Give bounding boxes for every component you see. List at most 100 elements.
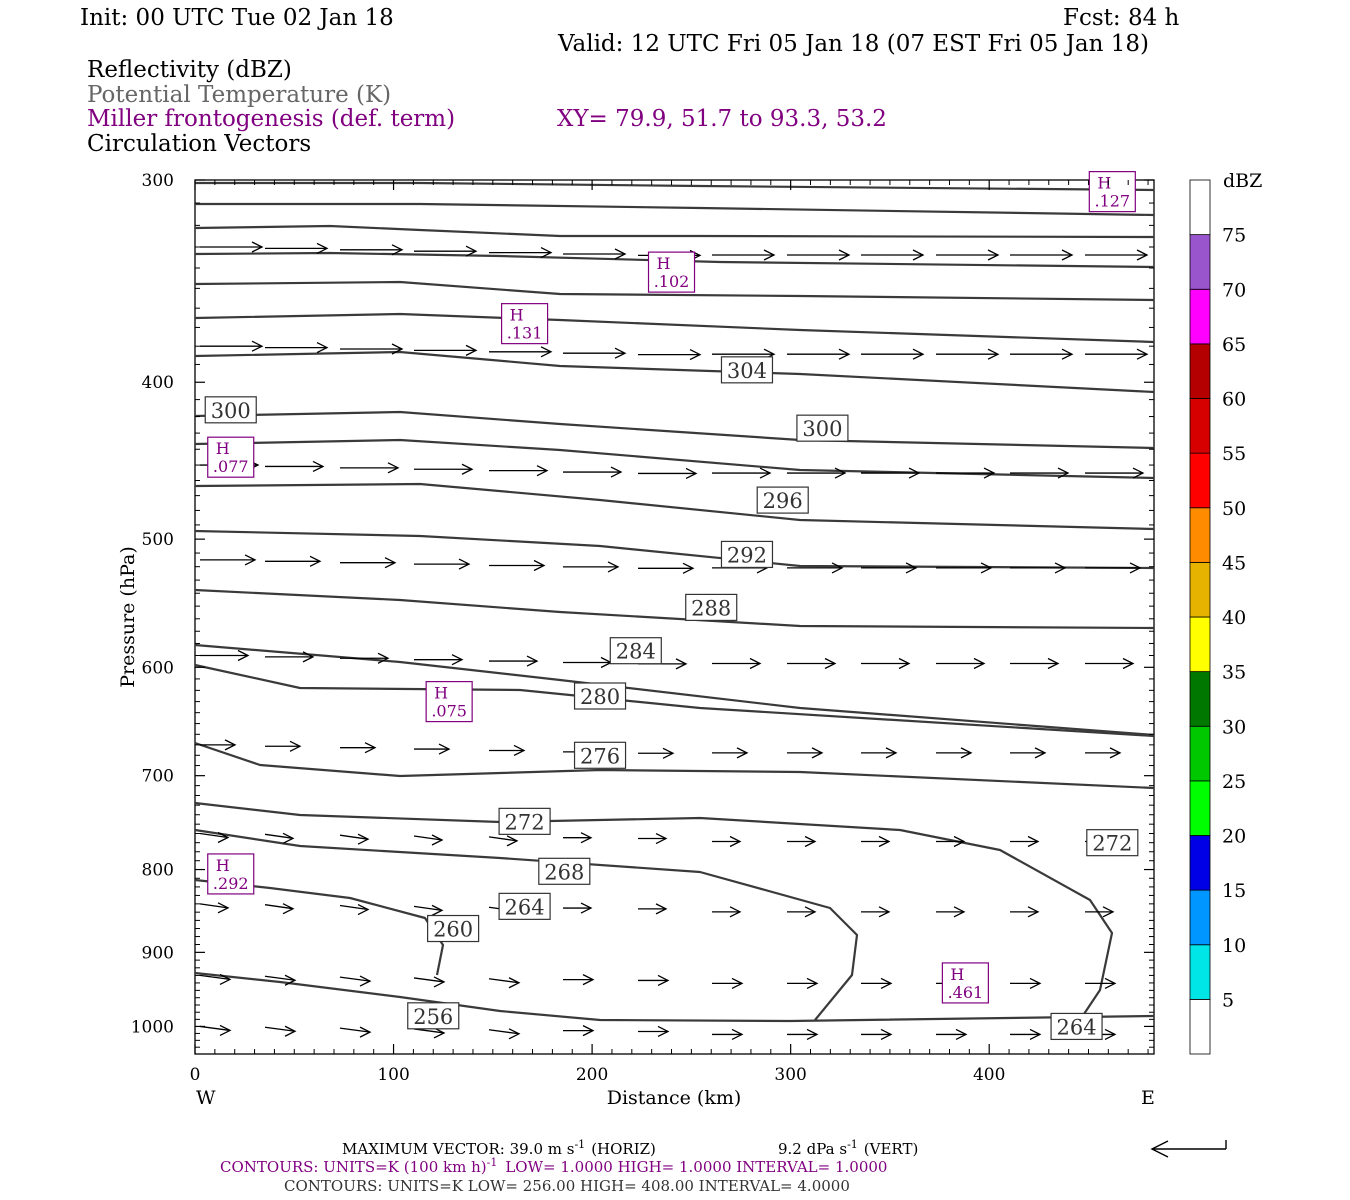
colorbar-segment: [1189, 234, 1211, 290]
colorbar-label: 60: [1222, 389, 1246, 411]
theta-contour-line: [194, 801, 1114, 1018]
colorbar-segment: [1189, 343, 1211, 399]
theta-label: 280: [580, 685, 620, 709]
frontogenesis-high-box: [941, 962, 989, 1004]
footer-contours-theta: CONTOURS: UNITS=K LOW= 256.00 HIGH= 408.…: [284, 1177, 850, 1195]
circulation-vector-head: [731, 977, 744, 989]
circulation-vector: [264, 1026, 296, 1032]
colorbar-label: 15: [1222, 880, 1246, 902]
colorbar-label: 45: [1222, 552, 1246, 574]
forecast-hour: Fcst: 84 h: [1063, 5, 1180, 31]
circulation-vector-head: [506, 835, 519, 847]
y-axis-label: Pressure (hPa): [117, 546, 139, 688]
circulation-vector-head: [831, 562, 844, 574]
circulation-vector-head: [433, 1027, 446, 1039]
circulation-vector-head: [217, 831, 230, 844]
circulation-vector: [413, 835, 443, 841]
circulation-vector-head: [878, 835, 891, 848]
theta-contour-line: [194, 529, 1155, 570]
axis-ticks: 300 400 500 600 700 800 900 1000 0 100 200 300 400: [131, 171, 1154, 1085]
theta-label: 256: [413, 1005, 453, 1029]
circulation-vector-head: [685, 467, 698, 480]
frontogenesis-high-value: .461: [948, 983, 984, 1002]
frontogenesis-high-label: H: [434, 684, 448, 703]
circulation-vector-head: [1061, 249, 1074, 261]
theta-contour-line: [194, 410, 1155, 450]
circulation-vector-head: [806, 977, 819, 989]
circulation-vector-head: [838, 348, 851, 360]
theta-contour-line: [194, 482, 1155, 531]
circulation-vector-head: [461, 463, 474, 475]
circulation-vector-head: [898, 657, 911, 670]
circulation-vector-head: [689, 349, 702, 361]
theta-contour-line: [194, 663, 1155, 738]
circulation-vector-head: [749, 657, 762, 670]
circulation-vector-head: [237, 649, 250, 662]
circulation-vector-head: [1047, 657, 1060, 670]
circulation-vector-head: [834, 467, 847, 479]
circulation-vector-head: [359, 975, 372, 987]
circulation-vector-head: [316, 242, 329, 254]
circulation-vector-head: [1136, 249, 1149, 261]
circulation-vector-head: [1132, 467, 1145, 479]
theta-label-box: [756, 486, 809, 514]
x-tick-label: 400: [973, 1065, 1005, 1085]
field-miller: Miller frontogenesis (def. term): [87, 106, 455, 132]
frontogenesis-high-label: H: [657, 254, 671, 273]
circulation-vector-head: [224, 739, 237, 751]
circulation-vector-head: [804, 906, 817, 918]
circulation-vector-head: [973, 657, 986, 670]
theta-label-box: [573, 682, 627, 710]
circulation-vector-head: [885, 747, 898, 759]
circulation-vector-head: [465, 245, 478, 257]
circulation-vector-head: [251, 241, 264, 253]
theta-label-box: [1086, 829, 1139, 857]
y-tick-label: 400: [142, 373, 174, 393]
frontogenesis-high-label: H: [510, 306, 524, 325]
circulation-vector: [199, 1025, 231, 1032]
circulation-vector-head: [431, 904, 444, 916]
theta-label: 288: [691, 596, 731, 620]
max-vector-horiz: (HORIZ): [591, 1140, 656, 1158]
circulation-vector: [413, 977, 445, 983]
colorbar-label: 30: [1222, 716, 1246, 738]
theta-contour-line: [194, 828, 859, 1021]
circulation-vector-head: [219, 1024, 232, 1037]
circulation-vector-head: [582, 974, 595, 986]
circulation-vector-head: [824, 657, 837, 670]
circulation-vector-head: [384, 557, 397, 569]
circulation-vector-head: [316, 342, 329, 354]
circulation-vector-head: [905, 562, 918, 574]
theta-contours: [194, 181, 1155, 1023]
theta-label: 264: [1057, 1015, 1097, 1039]
theta-label: 296: [763, 489, 803, 513]
circulation-vector-head: [359, 1026, 372, 1038]
x-end-east: E: [1141, 1087, 1155, 1109]
circulation-vector-head: [980, 562, 993, 574]
circulation-vector-head: [217, 902, 230, 914]
circulation-vector-head: [610, 466, 623, 478]
circulation-vector-head: [364, 742, 377, 754]
circulation-vectors: [199, 241, 1149, 1041]
theta-label-box: [720, 540, 774, 569]
y-tick-label: 1000: [131, 1017, 174, 1037]
theta-label-box: [573, 741, 627, 769]
colorbar-segment: [1189, 725, 1211, 782]
circulation-vector-head: [657, 974, 670, 987]
theta-label: 300: [211, 399, 251, 423]
circulation-vector-head: [655, 903, 668, 915]
theta-label: 276: [580, 744, 620, 768]
circulation-vector-head: [1061, 348, 1074, 360]
theta-label-box: [1050, 1012, 1103, 1041]
circulation-vector-head: [987, 348, 1000, 360]
circulation-vector: [339, 976, 371, 982]
theta-label-box: [796, 414, 849, 442]
colorbar-segment: [1189, 561, 1211, 618]
frontogenesis-high-box: [425, 681, 473, 723]
colorbar-label: 10: [1222, 935, 1246, 957]
circulation-vector-head: [312, 460, 325, 473]
circulation-vector: [339, 834, 369, 840]
theta-label-box: [538, 857, 591, 885]
colorbar-label: 40: [1222, 607, 1246, 629]
